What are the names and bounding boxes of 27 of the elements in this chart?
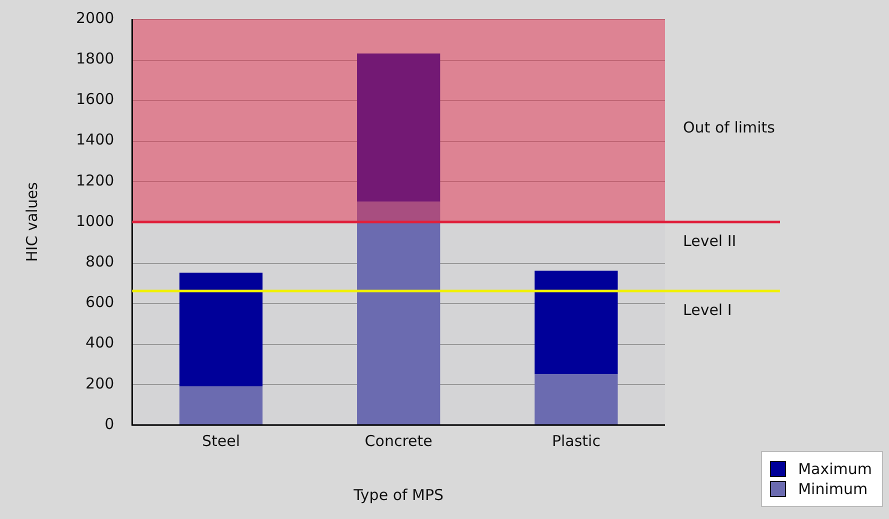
y-tick-label: 600	[86, 293, 114, 312]
ref-line-label: Level I	[683, 300, 732, 319]
bar	[534, 374, 618, 425]
y-tick-label: 1000	[76, 212, 114, 230]
x-tick-label: Steel	[202, 432, 240, 450]
x-axis-title: Type of MPS	[352, 486, 444, 504]
ref-line-label: Level II	[683, 232, 736, 250]
bar	[357, 54, 440, 202]
y-tick-label: 1200	[76, 171, 114, 190]
bar	[534, 270, 618, 374]
y-tick-label: 1600	[76, 90, 114, 108]
bar	[357, 202, 440, 425]
y-tick-label: 1800	[76, 49, 114, 68]
x-tick-label: Plastic	[552, 432, 600, 450]
band-label: Out of limits	[683, 118, 776, 136]
legend-label: Maximum	[798, 460, 872, 478]
y-tick-label: 2000	[76, 8, 114, 27]
y-tick-label: 0	[104, 414, 114, 433]
legend-label: Minimum	[798, 480, 868, 498]
y-tick-label: 1400	[76, 130, 114, 149]
x-tick-label: Concrete	[364, 432, 432, 450]
y-axis-title: HIC values	[22, 182, 41, 262]
y-tick-label: 400	[86, 334, 114, 352]
y-tick-label: 800	[86, 252, 114, 270]
bar	[179, 386, 263, 425]
bar	[179, 272, 263, 386]
y-tick-label: 200	[86, 374, 114, 392]
